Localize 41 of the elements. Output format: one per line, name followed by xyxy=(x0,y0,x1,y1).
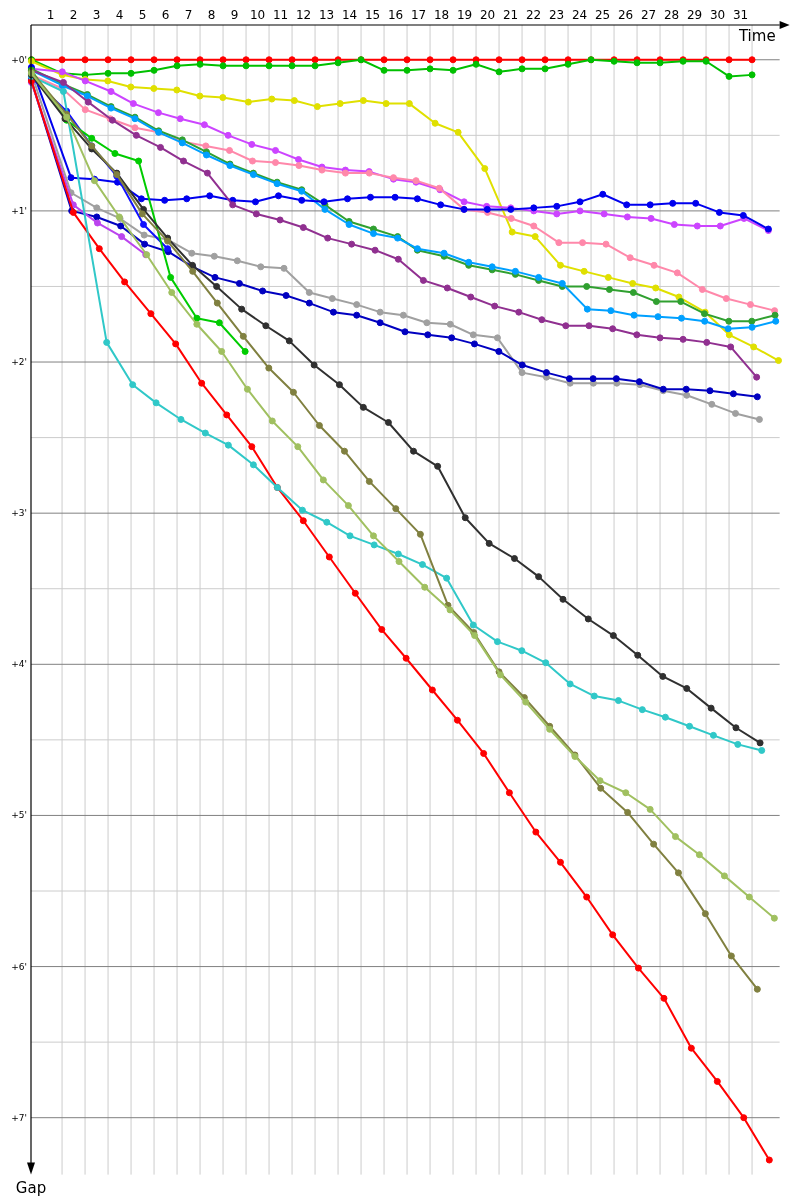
x-tick-label: 17 xyxy=(410,8,427,22)
x-tick-label: 27 xyxy=(640,8,657,22)
x-tick-label: 11 xyxy=(272,8,289,22)
x-tick-label: 2 xyxy=(69,8,78,22)
y-tick-label: +1' xyxy=(11,205,27,216)
x-tick-label: 6 xyxy=(161,8,170,22)
x-tick-label: 28 xyxy=(663,8,680,22)
x-tick-label: 15 xyxy=(364,8,381,22)
x-tick-label: 19 xyxy=(456,8,473,22)
y-tick-label: +5' xyxy=(11,810,27,821)
x-tick-label: 7 xyxy=(184,8,193,22)
x-tick-label: 5 xyxy=(138,8,147,22)
x-tick-label: 12 xyxy=(295,8,312,22)
x-tick-label: 14 xyxy=(341,8,358,22)
x-tick-label: 3 xyxy=(92,8,101,22)
x-tick-label: 16 xyxy=(387,8,404,22)
x-tick-label: 21 xyxy=(502,8,519,22)
x-tick-label: 29 xyxy=(686,8,703,22)
y-axis-title: Gap xyxy=(15,1178,47,1197)
y-tick-label: +7' xyxy=(11,1112,27,1123)
x-tick-label: 31 xyxy=(732,8,749,22)
x-tick-label: 18 xyxy=(433,8,450,22)
y-tick-label: +4' xyxy=(11,659,27,670)
x-tick-label: 22 xyxy=(525,8,542,22)
x-tick-label: 8 xyxy=(207,8,216,22)
x-tick-label: 20 xyxy=(479,8,496,22)
x-tick-label: 25 xyxy=(594,8,611,22)
x-tick-label: 4 xyxy=(115,8,124,22)
y-tick-label: +6' xyxy=(11,961,27,972)
y-tick-label: +3' xyxy=(11,508,27,519)
x-tick-label: 13 xyxy=(318,8,335,22)
x-axis-title: Time xyxy=(737,27,776,45)
x-tick-label: 26 xyxy=(617,8,634,22)
x-tick-label: 24 xyxy=(571,8,588,22)
y-tick-label: +0' xyxy=(11,54,27,65)
y-tick-label: +2' xyxy=(11,357,27,368)
x-tick-label: 10 xyxy=(249,8,266,22)
x-tick-label: 23 xyxy=(548,8,565,22)
x-tick-label: 30 xyxy=(709,8,726,22)
x-tick-label: 9 xyxy=(230,8,239,22)
x-tick-label: 1 xyxy=(46,8,55,22)
